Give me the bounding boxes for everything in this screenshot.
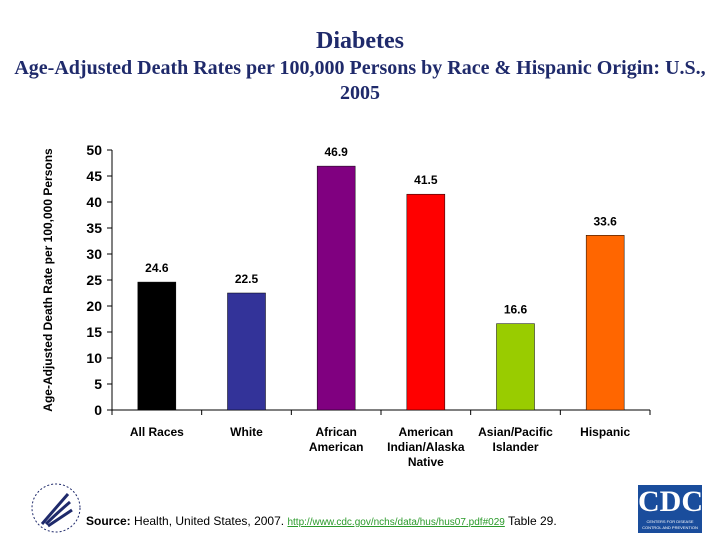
y-tick-label: 10 [86,350,102,366]
bar [316,165,356,411]
x-tick-label: American [309,440,364,454]
y-tick-label: 30 [86,246,102,262]
data-label: 33.6 [593,214,617,228]
data-label: 16.6 [504,303,528,317]
subtitle-line-1: Age-Adjusted Death Rates per 100,000 Per… [14,57,706,79]
source-text: Health, United States, 2007. [130,514,288,528]
cdc-logo-text: CDC [638,485,703,518]
y-tick-label: 40 [86,194,102,210]
source-table: Table 29. [504,514,557,528]
source-note: Source: Health, United States, 2007. htt… [86,514,557,528]
source-link[interactable]: http://www.cdc.gov/nchs/data/hus/hus07.p… [287,517,505,528]
y-tick-label: 35 [86,220,102,236]
y-tick-label: 45 [86,168,102,184]
x-tick-label: Hispanic [580,425,630,439]
x-tick-label: African [315,425,356,439]
source-label: Source: [86,514,131,528]
bar [585,235,625,411]
x-tick-label: Indian/Alaska [387,440,465,454]
y-tick-label: 25 [86,272,102,288]
y-tick-label: 20 [86,298,102,314]
y-tick-label: 50 [86,142,102,158]
y-tick-label: 0 [94,402,102,418]
data-label: 46.9 [324,145,348,159]
bar [227,292,266,411]
bar [137,281,177,411]
data-label: 41.5 [414,173,438,187]
x-tick-label: American [398,425,453,439]
x-tick-label: White [230,425,263,439]
y-tick-label: 15 [86,324,102,340]
chart-subtitle: Age-Adjusted Death Rates per 100,000 Per… [0,56,720,106]
bar [406,193,446,411]
y-axis-label: Age-Adjusted Death Rate per 100,000 Pers… [41,148,55,412]
x-tick-label: Native [408,455,444,469]
data-label: 22.5 [235,272,259,286]
data-label: 24.6 [145,261,169,275]
y-tick-label: 5 [94,376,102,392]
x-tick-label: Asian/Pacific [478,425,553,439]
subtitle-line-2: 2005 [340,82,380,104]
bar [496,323,535,411]
chart-title: Diabetes [316,28,404,54]
cdc-logo: CDC CENTERS FOR DISEASE CONTROL AND PREV… [638,485,703,533]
x-tick-label: Islander [492,440,538,454]
hhs-logo [31,483,81,533]
x-tick-label: All Races [130,425,184,439]
cdc-tagline: CENTERS FOR DISEASE CONTROL AND PREVENTI… [642,519,698,530]
